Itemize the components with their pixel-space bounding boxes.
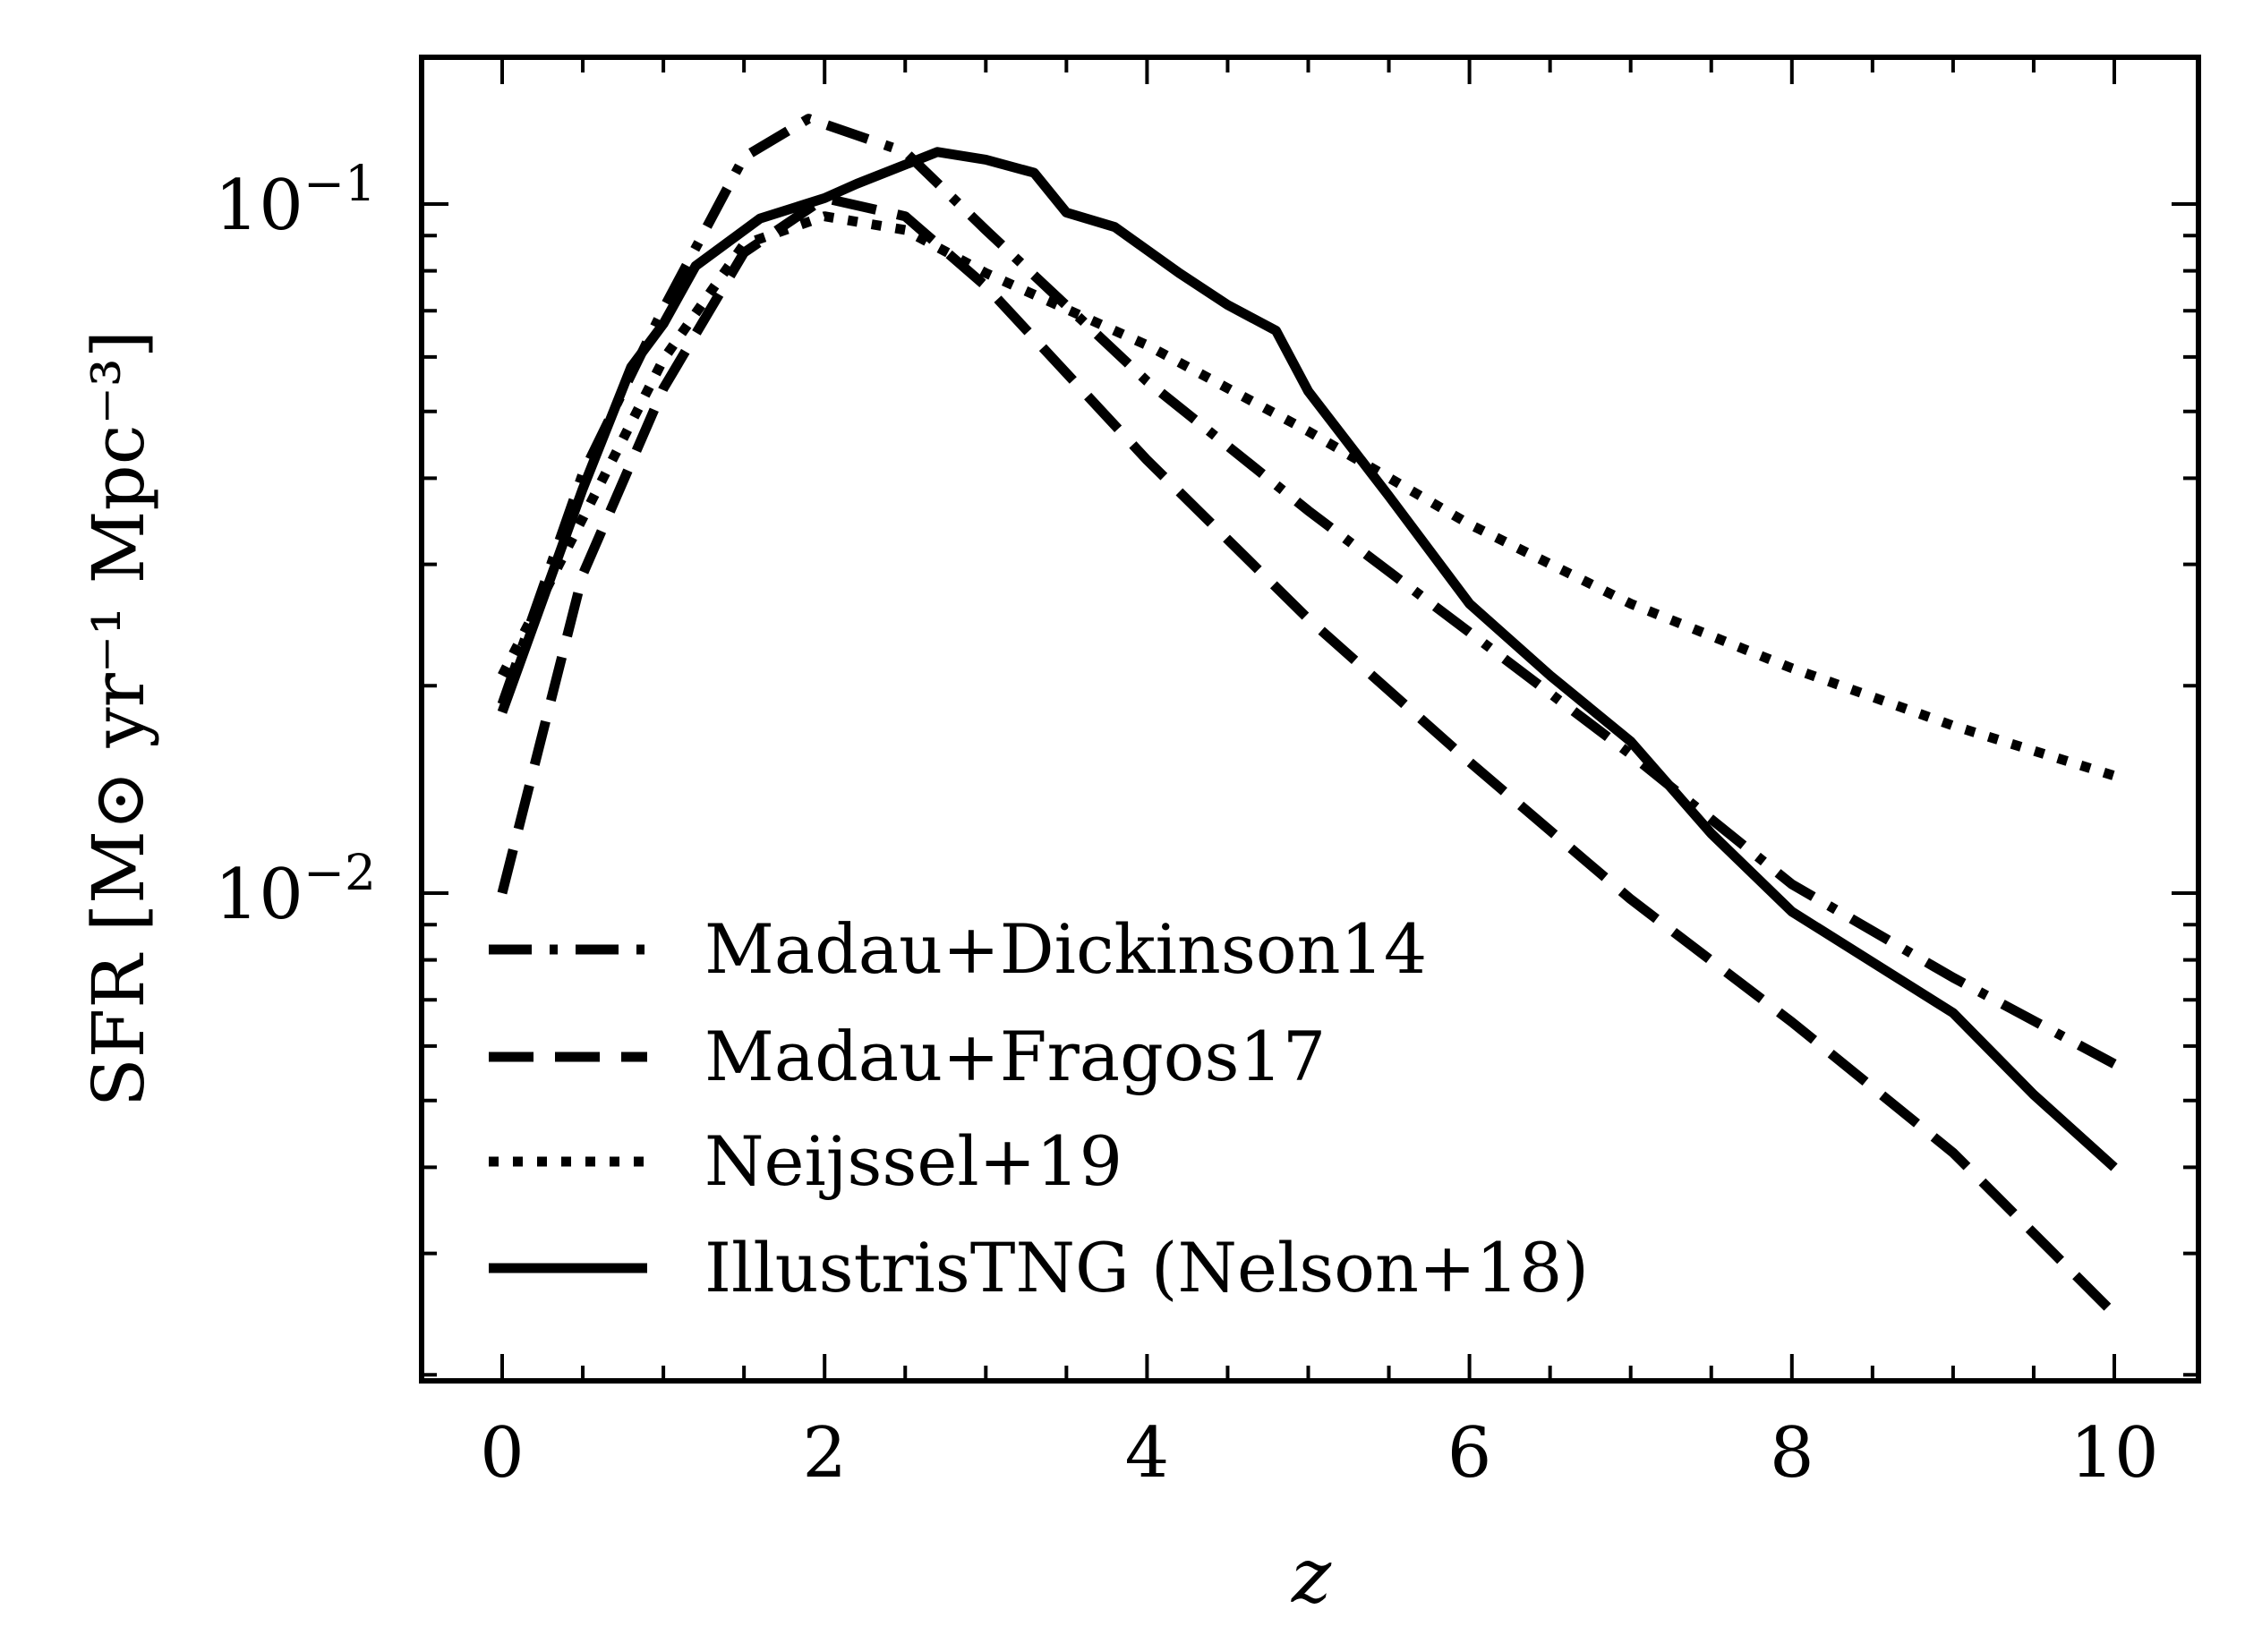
y-tick-label: 10−2	[215, 844, 376, 935]
legend-label: Madau+Fragos17	[704, 1017, 1326, 1096]
x-tick-label: 10	[2070, 1413, 2158, 1494]
x-tick-label: 4	[1125, 1413, 1170, 1494]
y-tick-label: 10−1	[215, 155, 376, 246]
y-tick-exponent: −2	[303, 844, 376, 901]
plot-frame	[419, 55, 2201, 1384]
series-line-madau-dickinson14	[497, 114, 2117, 1069]
series-line-illustristng-nelson-18	[497, 147, 2118, 1171]
legend-label: IllustrisTNG (Nelson+18)	[704, 1228, 1589, 1307]
series-line-madau-fragos17	[497, 192, 2118, 1318]
y-tick-base: 10	[215, 166, 303, 246]
axis-ticks	[422, 57, 2198, 1381]
x-tick-label: 8	[1770, 1413, 1814, 1494]
x-tick-label: 6	[1447, 1413, 1492, 1494]
x-axis-label: z	[1291, 1532, 1332, 1620]
y-tick-exponent: −1	[303, 155, 376, 212]
legend-label: Madau+Dickinson14	[704, 909, 1427, 989]
y-tick-base: 10	[215, 855, 303, 935]
x-tick-label: 0	[480, 1413, 525, 1494]
y-tick-labels: 10−110−2	[215, 155, 376, 935]
series-line-neijssel-19	[498, 211, 2116, 781]
x-tick-label: 2	[802, 1413, 847, 1494]
series-lines	[497, 114, 2118, 1318]
x-tick-labels: 0 2 4 6 8 10	[480, 1413, 2158, 1494]
legend-label: Neijssel+19	[704, 1121, 1122, 1201]
y-axis-label: SFR [M⊙ yr⁻¹ Mpc⁻³]	[77, 330, 160, 1107]
legend: Madau+Dickinson14 Madau+Fragos17 Neijssel+…	[489, 909, 1589, 1307]
